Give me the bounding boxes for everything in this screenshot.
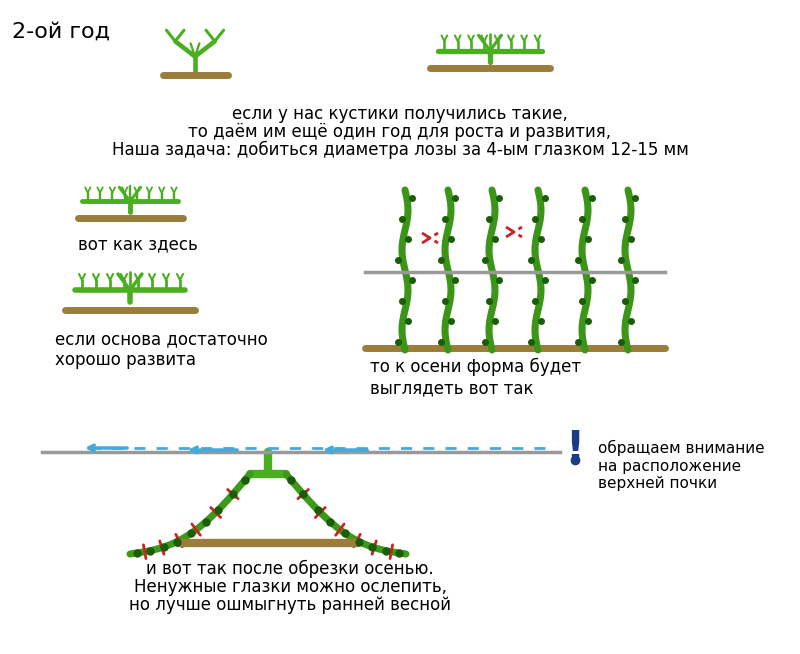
Text: то к осени форма будет
выглядеть вот так: то к осени форма будет выглядеть вот так (370, 358, 581, 397)
Text: !: ! (566, 428, 585, 470)
Text: 2-ой год: 2-ой год (12, 22, 110, 42)
Text: обращаем внимание
на расположение
верхней почки: обращаем внимание на расположение верхне… (598, 440, 765, 491)
Text: но лучше ошмыгнуть ранней весной: но лучше ошмыгнуть ранней весной (129, 596, 451, 614)
Text: если основа достаточно
хорошо развита: если основа достаточно хорошо развита (55, 330, 268, 369)
Text: если у нас кустики получились такие,: если у нас кустики получились такие, (232, 105, 568, 123)
Text: вот как здесь: вот как здесь (78, 235, 198, 253)
Text: Наша задача: добиться диаметра лозы за 4-ым глазком 12-15 мм: Наша задача: добиться диаметра лозы за 4… (111, 141, 689, 159)
Text: Ненужные глазки можно ослепить,: Ненужные глазки можно ослепить, (134, 578, 446, 596)
Text: то даём им ещё один год для роста и развития,: то даём им ещё один год для роста и разв… (189, 123, 611, 141)
Text: и вот так после обрезки осенью.: и вот так после обрезки осенью. (146, 560, 434, 578)
